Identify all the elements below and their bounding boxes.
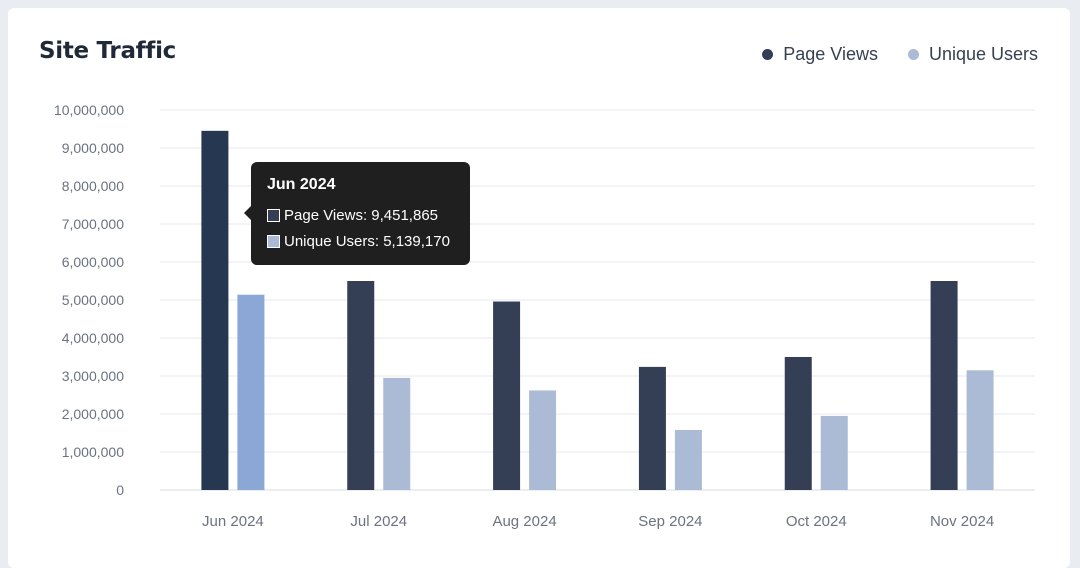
tooltip-label-unique-users: Unique Users: 5,139,170 [284,232,450,250]
tooltip: Jun 2024 Page Views: 9,451,865 Unique Us… [244,162,470,265]
chart-title: Site Traffic [39,38,177,64]
bar-page-views-sep-2024 [638,366,666,490]
tooltip-swatch-unique-users [267,234,280,248]
legend-item-page-views[interactable]: Page Views [762,44,878,65]
y-tick-label: 1,000,000 [62,444,124,460]
y-tick-label: 8,000,000 [62,178,124,194]
tooltip-row-page-views: Page Views: 9,451,865 [267,202,454,228]
tooltip-row-unique-users: Unique Users: 5,139,170 [267,228,454,254]
x-tick-label: Oct 2024 [786,513,847,530]
bar-page-views-jun-2024 [201,130,229,490]
x-tick-label: Sep 2024 [638,513,702,530]
tooltip-label-page-views: Page Views: 9,451,865 [284,206,439,224]
y-tick-label: 9,000,000 [62,140,124,156]
legend-label-unique-users: Unique Users [928,44,1038,64]
x-tick-label: Nov 2024 [930,513,994,530]
bar-page-views-nov-2024 [930,281,958,490]
legend-dot-page-views [762,49,774,60]
bar-unique-users-oct-2024 [820,415,848,490]
y-tick-label: 4,000,000 [62,330,124,346]
x-tick-label: Jul 2024 [350,513,407,530]
bar-chart: 0 1,000,000 2,000,000 3,000,000 4,000,000 5,0… [54,102,1035,530]
tooltip-swatch-page-views [267,208,280,222]
bar-unique-users-sep-2024 [674,429,702,490]
bar-page-views-oct-2024 [784,357,812,490]
y-tick-label: 10,000,000 [54,102,124,118]
bar-unique-users-nov-2024 [966,370,994,490]
tooltip-title: Jun 2024 [267,176,336,193]
bar-unique-users-jun-2024 [237,294,265,490]
bar-unique-users-jul-2024 [383,377,411,490]
bar-unique-users-aug-2024 [529,390,557,490]
y-tick-label: 3,000,000 [62,368,124,384]
y-tick-label: 5,000,000 [62,292,124,308]
y-tick-label: 2,000,000 [62,406,124,422]
y-tick-label: 6,000,000 [62,254,124,270]
x-tick-label: Aug 2024 [492,513,556,530]
x-tick-label: Jun 2024 [202,513,264,530]
y-tick-label: 0 [116,482,124,498]
legend-item-unique-users[interactable]: Unique Users [907,44,1038,65]
legend-label-page-views: Page Views [783,44,878,64]
bar-page-views-jul-2024 [347,281,375,490]
bar-page-views-aug-2024 [493,301,521,490]
legend-dot-unique-users [907,49,919,60]
legend: Page Views Unique Users [762,44,1038,65]
y-tick-label: 7,000,000 [62,216,124,232]
